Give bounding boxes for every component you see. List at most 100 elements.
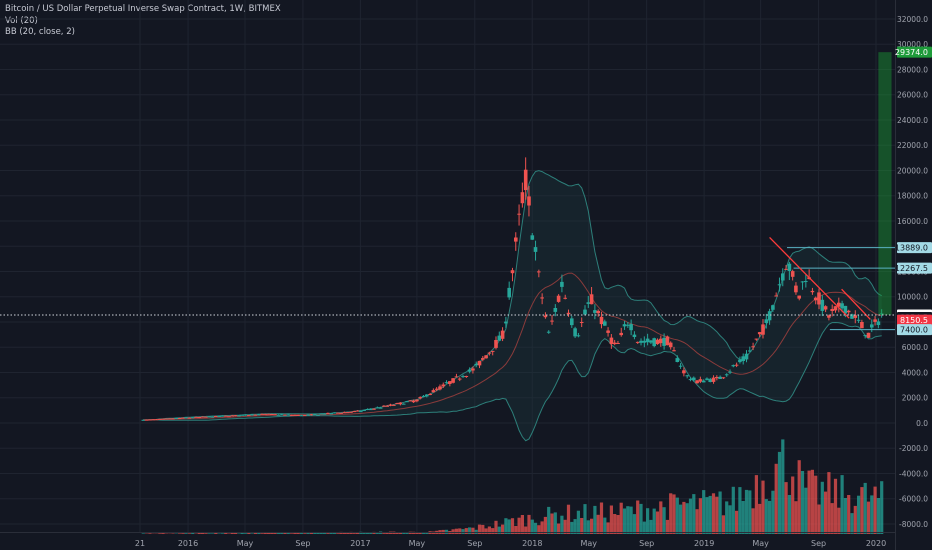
time-axis-label: 2017 bbox=[350, 539, 370, 548]
candle-body bbox=[484, 355, 488, 359]
volume-bar bbox=[382, 533, 386, 534]
bollinger-band-fill bbox=[143, 170, 882, 441]
candle-body bbox=[421, 395, 426, 397]
candle-body bbox=[622, 324, 627, 327]
volume-bar bbox=[329, 533, 333, 534]
volume-bar bbox=[240, 532, 244, 534]
candle-body bbox=[260, 413, 264, 415]
volume-bar bbox=[688, 498, 693, 534]
volume-bar bbox=[306, 532, 310, 534]
symbol-title[interactable]: Bitcoin / US Dollar Perpetual Inverse Sw… bbox=[5, 4, 281, 14]
volume-bar bbox=[794, 501, 798, 534]
volume-bar bbox=[303, 533, 307, 534]
candle-body bbox=[405, 401, 409, 403]
candle-body bbox=[781, 273, 785, 281]
candle-body bbox=[250, 414, 254, 416]
volume-bar bbox=[695, 509, 699, 534]
candle-body bbox=[477, 360, 482, 366]
candle-body bbox=[504, 321, 508, 324]
price-axis-label: 20000.0 bbox=[897, 166, 928, 175]
candle-body bbox=[586, 302, 591, 304]
volume-bar bbox=[497, 526, 501, 534]
volume-bar bbox=[603, 517, 607, 534]
candle-body bbox=[204, 416, 208, 418]
volume-bar bbox=[405, 532, 409, 534]
volume-bar bbox=[613, 514, 617, 534]
candle-body bbox=[701, 380, 706, 383]
candle-body bbox=[612, 342, 617, 345]
volume-bar bbox=[580, 518, 584, 534]
candle-body bbox=[734, 364, 739, 366]
candle-body bbox=[200, 416, 205, 418]
volume-bar bbox=[665, 519, 669, 534]
bollinger-indicator-label[interactable]: BB (20, close, 2) bbox=[5, 27, 75, 37]
volume-bar bbox=[814, 475, 818, 534]
price-axis-label: 24000.0 bbox=[897, 116, 928, 125]
volume-bar bbox=[771, 490, 775, 534]
volume-bar bbox=[530, 519, 534, 534]
volume-bar bbox=[537, 525, 541, 534]
candle-body bbox=[151, 419, 155, 421]
volume-bar bbox=[369, 532, 373, 534]
volume-bar bbox=[158, 533, 162, 534]
price-axis-label: -6000.0 bbox=[899, 495, 928, 504]
volume-bar bbox=[744, 489, 749, 534]
candle-body bbox=[230, 415, 235, 417]
time-axis-label: May bbox=[752, 539, 769, 548]
volume-bar bbox=[833, 478, 838, 534]
candle-body bbox=[777, 284, 782, 286]
volume-bar bbox=[679, 504, 683, 534]
volume-bar bbox=[566, 504, 571, 534]
volume-bar bbox=[487, 526, 491, 534]
volume-bar bbox=[698, 498, 702, 534]
candle-body bbox=[233, 415, 238, 417]
target-projection-box bbox=[878, 52, 892, 316]
candle-body bbox=[560, 281, 564, 287]
time-axis-label: 2018 bbox=[522, 539, 542, 548]
candle-body bbox=[441, 384, 446, 387]
volume-bar bbox=[171, 533, 175, 534]
candle-body bbox=[527, 196, 531, 206]
candle-body bbox=[467, 369, 472, 372]
candle-body bbox=[678, 365, 683, 367]
candle-body bbox=[382, 405, 386, 407]
volume-bar bbox=[761, 480, 765, 534]
price-axis-label: 30000.0 bbox=[897, 40, 928, 49]
price-axis-label: -8000.0 bbox=[899, 520, 928, 529]
candle-body bbox=[293, 415, 297, 417]
volume-bar bbox=[220, 533, 224, 534]
candle-body bbox=[537, 271, 541, 273]
candle-body bbox=[289, 415, 294, 417]
candle-body bbox=[523, 169, 528, 191]
price-axis-label: 28000.0 bbox=[897, 65, 928, 74]
candle-body bbox=[744, 353, 749, 360]
candle-body bbox=[457, 378, 462, 380]
candle-body bbox=[309, 414, 314, 416]
candle-body bbox=[454, 376, 459, 378]
volume-bar bbox=[148, 533, 152, 534]
volume-bar bbox=[824, 491, 828, 534]
candle-body bbox=[425, 394, 429, 397]
volume-bar bbox=[787, 495, 791, 534]
volume-bar bbox=[527, 514, 531, 534]
volume-indicator-label[interactable]: Vol (20) bbox=[5, 15, 38, 26]
price-axis-label: 6000.0 bbox=[902, 343, 928, 352]
volume-bar bbox=[237, 533, 241, 534]
candle-body bbox=[754, 338, 759, 340]
volume-bar bbox=[504, 518, 508, 534]
time-axis-label: 2016 bbox=[178, 539, 198, 548]
volume-bar bbox=[593, 505, 597, 534]
price-axis-label: -4000.0 bbox=[899, 469, 928, 478]
volume-bar bbox=[270, 532, 274, 534]
candle-body bbox=[563, 297, 567, 299]
volume-bar bbox=[484, 528, 488, 534]
candle-body bbox=[141, 419, 146, 421]
candle-body bbox=[738, 359, 742, 363]
candle-body bbox=[635, 341, 640, 343]
volume-bar bbox=[141, 533, 145, 534]
price-axis-label: 4000.0 bbox=[902, 368, 928, 377]
volume-bar bbox=[247, 532, 251, 534]
volume-bar bbox=[777, 451, 782, 534]
volume-bar bbox=[184, 533, 188, 534]
